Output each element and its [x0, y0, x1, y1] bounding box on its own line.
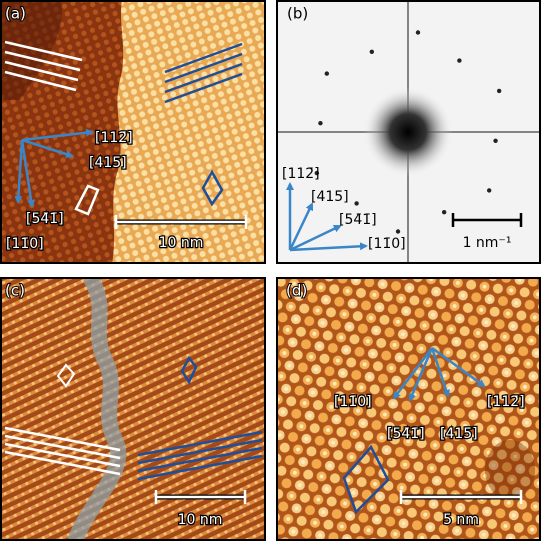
decoration-path: [112, 0, 266, 264]
decoration-circle: [496, 88, 502, 94]
direction-label: [415̄]: [440, 426, 478, 442]
direction-label: [112̄]: [282, 166, 320, 182]
direction-label: [415̄]: [311, 189, 349, 205]
panel-label: (a): [5, 5, 26, 23]
decoration-circle: [493, 138, 498, 143]
decoration-rect: [0, 277, 266, 541]
decoration-line: [289, 224, 342, 252]
decoration-g: [4, 426, 121, 476]
direction-label: [54̄1̄]: [339, 212, 377, 228]
decoration-line: [4, 60, 79, 82]
decoration-line: [392, 347, 433, 400]
decoration-circle: [314, 170, 320, 176]
decoration-g: [399, 490, 523, 504]
decoration-path: [67, 277, 127, 541]
panel-a: [112̄] [415̄] [54̄1̄] [11̄0] 10 nm (a): [0, 0, 266, 264]
decoration-circle: [318, 121, 323, 126]
decoration-line: [164, 52, 243, 84]
decoration-line: [137, 430, 263, 457]
decoration-line: [4, 450, 121, 476]
decoration-path: [342, 444, 390, 515]
panel-label: (b): [287, 5, 308, 23]
decoration-line: [20, 139, 36, 208]
decoration-line: [164, 42, 243, 74]
decoration-line: [164, 62, 243, 94]
direction-label: [11̄0]: [368, 236, 406, 252]
decoration-line: [137, 454, 263, 481]
scale-bar-label: 5 nm: [443, 512, 479, 528]
decoration-line: [289, 242, 368, 252]
direction-label: [11̄0]: [6, 236, 44, 252]
decoration-circle: [354, 201, 359, 206]
scale-bar-label: 10 nm: [159, 235, 204, 251]
decoration-line: [21, 138, 74, 158]
decoration-line: [4, 40, 83, 62]
decoration-circle: [363, 87, 453, 177]
decoration-line: [4, 434, 121, 460]
decoration-g: [4, 40, 83, 92]
decoration-path: [74, 184, 100, 216]
decoration-circle: [395, 229, 401, 234]
decoration-line: [408, 347, 434, 402]
direction-label: [112̄]: [487, 394, 525, 410]
decoration-line: [137, 446, 263, 473]
panel-c: 10 nm (c): [0, 277, 266, 541]
decoration-ellipse: [485, 440, 535, 500]
direction-label: [112̄]: [95, 130, 133, 146]
decoration-circle: [457, 58, 462, 63]
direction-label: [11̄0]: [334, 394, 372, 410]
decoration-line: [431, 346, 486, 388]
decoration-circle: [415, 30, 421, 35]
panel-label: (c): [5, 282, 25, 300]
decoration-g: [154, 490, 247, 504]
decoration-g: [451, 213, 523, 227]
direction-label: [54̄1̄]: [387, 426, 425, 442]
decoration-line: [288, 202, 314, 251]
decoration-circle: [486, 188, 492, 193]
decoration-g: [114, 215, 248, 229]
decoration-rect: [0, 277, 266, 541]
decoration-g: [137, 430, 263, 481]
scale-bar-label: 1 nm⁻¹: [463, 235, 512, 251]
decoration-circle: [441, 210, 447, 215]
decoration-g: [314, 30, 502, 234]
decoration-line: [137, 438, 263, 465]
decoration-path: [56, 363, 76, 388]
decoration-line: [430, 347, 450, 398]
panel-d: [11̄0] [112̄] [54̄1̄] [415̄] 5 nm (d): [276, 277, 541, 541]
decoration-line: [4, 50, 81, 72]
decoration-line: [21, 128, 94, 142]
direction-label: [415̄]: [89, 155, 127, 171]
decoration-line: [4, 70, 77, 92]
panel-label: (d): [286, 282, 307, 300]
decoration-rect: [276, 277, 541, 541]
decoration-line: [4, 442, 121, 468]
decoration-path: [201, 169, 224, 207]
decoration-circle: [369, 49, 375, 54]
decoration-line: [4, 426, 121, 452]
decoration-path: [180, 355, 198, 385]
decoration-line: [14, 139, 24, 204]
scale-bar-label: 10 nm: [178, 512, 223, 528]
decoration-rect: [276, 0, 541, 264]
decoration-line: [164, 72, 243, 104]
decoration-circle: [324, 71, 330, 76]
decoration-rect: [0, 0, 266, 264]
panel-b: [112̄] [415̄] [54̄1̄] [11̄0] 1 nm⁻¹ (b): [276, 0, 541, 264]
decoration-g: [164, 42, 243, 104]
direction-label: [54̄1̄]: [26, 211, 64, 227]
